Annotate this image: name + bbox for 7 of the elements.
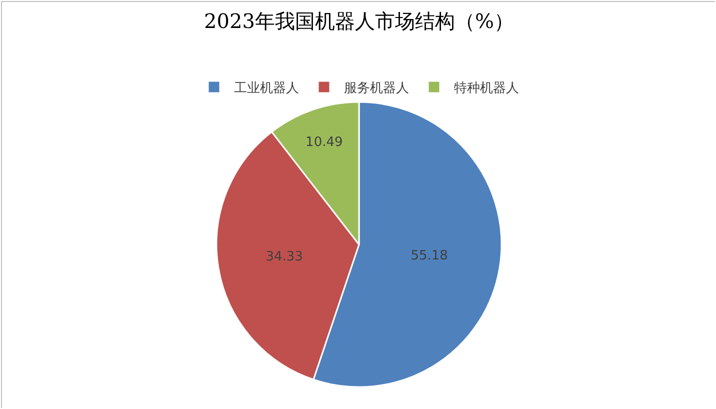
data-label: 10.49	[306, 135, 343, 150]
legend-label: 工业机器人	[234, 81, 299, 96]
data-label: 55.18	[410, 248, 448, 264]
legend-label: 服务机器人	[344, 81, 409, 96]
legend-label: 特种机器人	[454, 81, 519, 96]
chart-title: 2023年我国机器人市场结构（%）	[204, 9, 514, 34]
data-label: 34.33	[266, 250, 303, 265]
